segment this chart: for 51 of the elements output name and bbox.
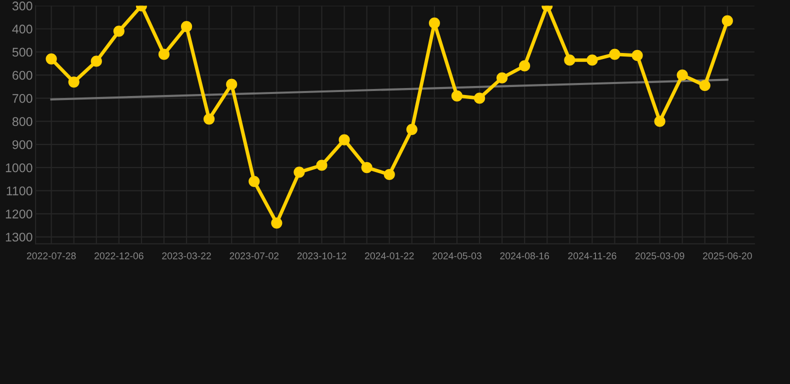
- y-tick-label: 1300: [6, 232, 32, 242]
- point: [428, 18, 440, 29]
- point: [68, 76, 80, 88]
- y-tick-label: 900: [12, 140, 32, 150]
- point: [406, 124, 418, 135]
- x-tick-label: 2024-05-03: [432, 252, 482, 260]
- y-tick-label: 400: [12, 24, 32, 34]
- x-tick-label: 2025-03-09: [635, 252, 684, 260]
- point: [294, 166, 305, 178]
- point: [496, 72, 508, 84]
- y-tick-label: 1000: [6, 163, 32, 172]
- point: [180, 21, 192, 32]
- y-tick-label: 700: [12, 94, 32, 103]
- point: [722, 15, 733, 26]
- y-tick-label: 800: [12, 117, 32, 126]
- x-tick-label: 2023-10-12: [297, 252, 346, 260]
- point: [654, 116, 666, 127]
- point: [113, 26, 124, 37]
- x-tick-label: 2024-01-22: [364, 252, 414, 260]
- x-tick-label: 2025-06-20: [703, 252, 752, 260]
- x-tick-label: 2022-07-28: [26, 252, 76, 260]
- y-tick-label: 500: [12, 48, 32, 57]
- point: [676, 70, 688, 81]
- x-tick-label: 2023-07-02: [230, 252, 279, 260]
- point: [609, 48, 620, 60]
- point: [451, 90, 463, 102]
- point: [204, 113, 215, 125]
- y-tick-label: 1100: [6, 186, 32, 196]
- point: [46, 53, 57, 64]
- x-tick-label: 2024-08-16: [500, 252, 550, 260]
- y-tick-label: 300: [12, 2, 32, 10]
- x-tick-label: 2024-11-26: [568, 252, 616, 260]
- point: [586, 54, 598, 66]
- point: [361, 162, 372, 174]
- point: [338, 134, 350, 146]
- y-tick-label: 1200: [6, 210, 32, 218]
- point: [699, 80, 710, 92]
- point: [90, 56, 102, 67]
- point: [564, 54, 576, 66]
- point: [271, 217, 282, 229]
- y-tick-label: 600: [12, 70, 32, 80]
- point: [632, 50, 643, 62]
- point: [316, 160, 328, 171]
- x-tick-label: 2022-12-06: [94, 252, 144, 260]
- x-tick-label: 2023-03-22: [162, 252, 211, 260]
- point: [519, 60, 530, 72]
- point: [474, 92, 486, 104]
- point: [248, 176, 260, 187]
- point: [226, 78, 238, 90]
- point: [384, 168, 395, 180]
- point: [158, 48, 170, 60]
